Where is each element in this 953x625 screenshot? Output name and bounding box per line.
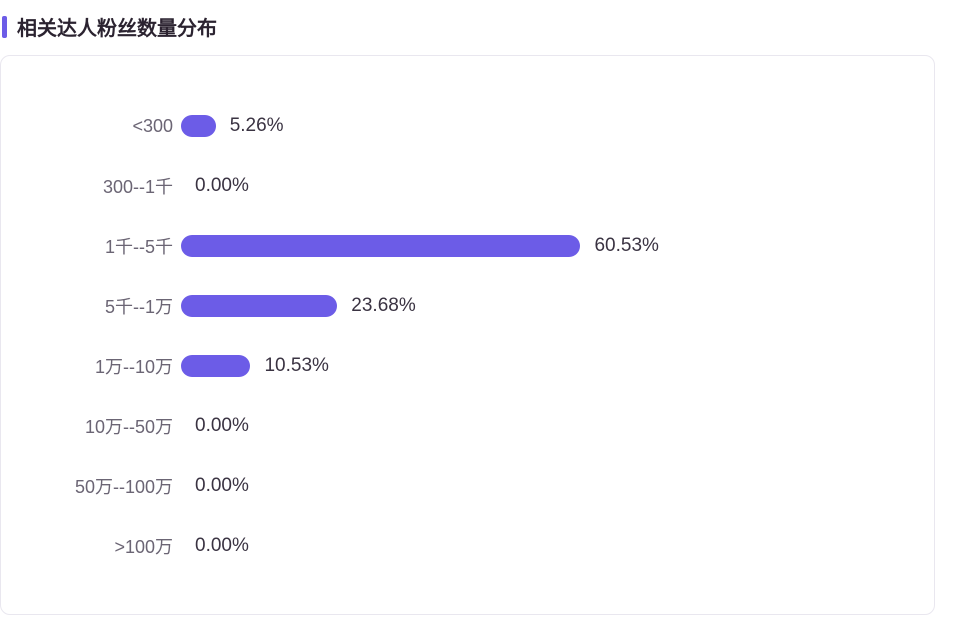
chart-row: 1千--5千 60.53% xyxy=(1,216,904,276)
chart-row: <300 5.26% xyxy=(1,96,904,156)
category-label: 1千--5千 xyxy=(1,233,181,259)
category-label: >100万 xyxy=(1,533,181,559)
bar-cell: 0.00% xyxy=(181,175,904,197)
value-label: 10.53% xyxy=(264,355,328,377)
category-label: <300 xyxy=(1,116,181,137)
bar-cell: 5.26% xyxy=(181,115,904,137)
widget-title-row: 相关达人粉丝数量分布 xyxy=(0,12,935,41)
bar-cell: 23.68% xyxy=(181,295,904,317)
bar-cell: 0.00% xyxy=(181,475,904,497)
value-label: 0.00% xyxy=(195,475,249,497)
bar-cell: 10.53% xyxy=(181,355,904,377)
chart-area: <300 5.26% 300--1千 0.00% 1千--5千 60.53% 5千--1万 2… xyxy=(1,96,904,584)
value-label: 0.00% xyxy=(195,535,249,557)
category-label: 10万--50万 xyxy=(1,413,181,439)
bar xyxy=(181,295,337,317)
value-label: 0.00% xyxy=(195,415,249,437)
chart-row: 300--1千 0.00% xyxy=(1,156,904,216)
bar xyxy=(181,115,216,137)
title-accent-bar xyxy=(2,16,7,38)
category-label: 1万--10万 xyxy=(1,353,181,379)
value-label: 5.26% xyxy=(230,115,284,137)
chart-row: >100万 0.00% xyxy=(1,516,904,576)
value-label: 60.53% xyxy=(594,235,658,257)
bar-cell: 0.00% xyxy=(181,415,904,437)
category-label: 5千--1万 xyxy=(1,293,181,319)
chart-card: <300 5.26% 300--1千 0.00% 1千--5千 60.53% 5千--1万 2… xyxy=(0,55,935,615)
category-label: 50万--100万 xyxy=(1,473,181,499)
fan-distribution-widget: 相关达人粉丝数量分布 <300 5.26% 300--1千 0.00% 1千--5千 60… xyxy=(0,0,953,625)
value-label: 0.00% xyxy=(195,175,249,197)
bar xyxy=(181,235,580,257)
category-label: 300--1千 xyxy=(1,173,181,199)
widget-title: 相关达人粉丝数量分布 xyxy=(17,12,217,41)
value-label: 23.68% xyxy=(351,295,415,317)
chart-row: 10万--50万 0.00% xyxy=(1,396,904,456)
chart-row: 5千--1万 23.68% xyxy=(1,276,904,336)
chart-row: 50万--100万 0.00% xyxy=(1,456,904,516)
chart-row: 1万--10万 10.53% xyxy=(1,336,904,396)
bar xyxy=(181,355,250,377)
bar-cell: 0.00% xyxy=(181,535,904,557)
bar-cell: 60.53% xyxy=(181,235,904,257)
